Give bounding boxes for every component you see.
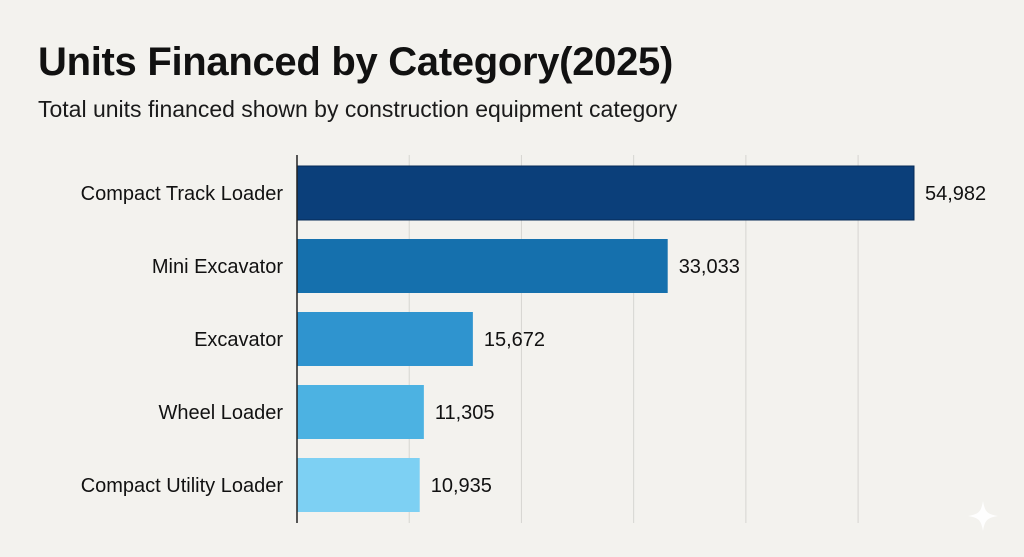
value-label: 33,033 bbox=[679, 256, 740, 278]
sparkle-icon bbox=[968, 501, 998, 531]
category-label: Mini Excavator bbox=[152, 256, 283, 278]
chart-subtitle: Total units financed shown by constructi… bbox=[38, 96, 678, 122]
value-label: 15,672 bbox=[484, 329, 545, 351]
bars: Compact Track Loader 54,982 Mini Excavator… bbox=[81, 165, 986, 512]
bar bbox=[297, 385, 424, 439]
category-label: Compact Utility Loader bbox=[81, 475, 284, 497]
category-label: Excavator bbox=[194, 329, 283, 351]
category-label: Wheel Loader bbox=[158, 402, 283, 424]
bar bbox=[297, 239, 668, 293]
value-label: 11,305 bbox=[435, 402, 495, 424]
bar bbox=[297, 458, 420, 512]
value-label: 10,935 bbox=[431, 475, 492, 497]
bar bbox=[297, 312, 473, 366]
value-label: 54,982 bbox=[925, 183, 986, 205]
bar bbox=[296, 165, 915, 221]
chart-title: Units Financed by Category(2025) bbox=[38, 40, 674, 84]
category-label: Compact Track Loader bbox=[81, 183, 284, 205]
